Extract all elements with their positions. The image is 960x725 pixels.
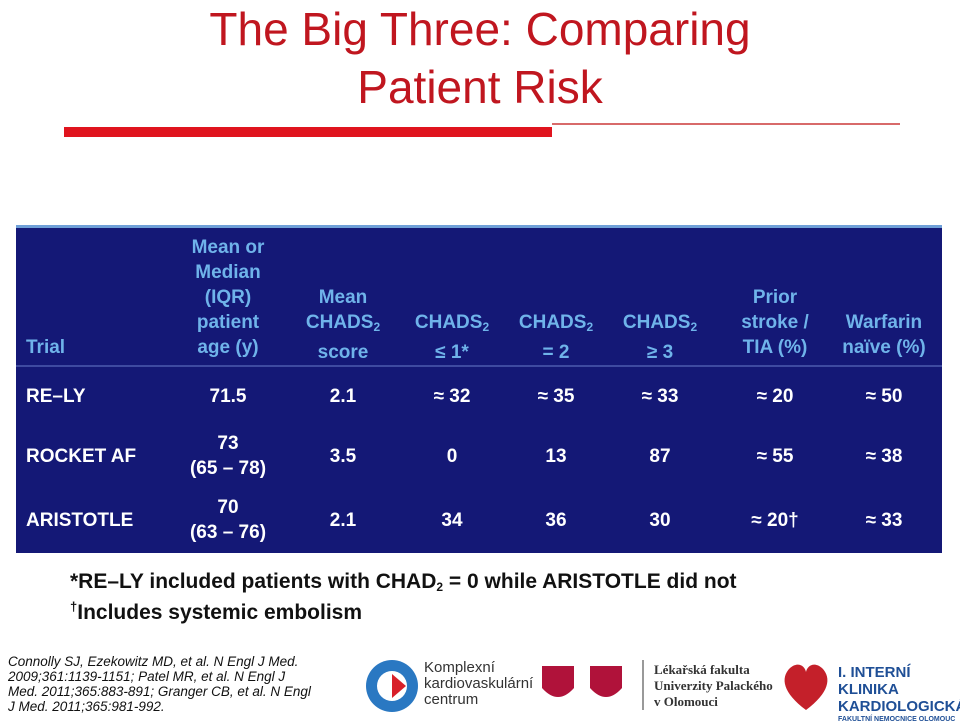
logo-line: FAKULTNÍ NEMOCNICE OLOMOUC [838,716,956,723]
kkc-logo [366,660,418,712]
header-cell: Mean or Median (IQR) patient age (y) [192,235,265,360]
footnote: *RE–LY included patients with CHAD2 = 0 … [70,570,737,594]
header-line: CHADS2 [306,310,380,340]
footnote-text: *RE–LY included patients with CHAD [70,570,437,593]
table-cell: ≈ 20† [751,510,799,531]
title-rule [552,123,900,125]
header-line: score [317,342,369,363]
footnote: †Includes systemic embolism [70,599,362,625]
header-line: stroke / [741,312,809,333]
header-cell: CHADS2 ≥ 3 [623,310,697,365]
data-table: Trial Mean or Median (IQR) patient age (y) Mea… [16,225,942,553]
header-cell: Trial [26,335,65,360]
klinika-logo [784,664,828,710]
header-line: (IQR) [204,287,252,308]
table-cell: 36 [545,510,567,531]
table-cell: ≈ 50 [865,386,903,407]
table-cell: 13 [545,446,567,467]
header-sub: 2 [373,320,381,334]
header-line: = 2 [542,342,570,363]
table-cell: 2.1 [329,510,357,531]
header-line: Mean or [191,237,265,258]
header-line: ≤ 1* [435,342,469,363]
table-cell: 30 [649,510,671,531]
header-text: CHADS [414,312,483,333]
reference-line: 2009;361:1139-1151; Patel MR, et al. N E… [8,669,286,684]
table-cell: 0 [446,446,458,467]
cell-line: (65 – 78) [189,458,267,479]
table-cell: 70 (63 – 76) [190,495,266,545]
table-cell: 34 [441,510,463,531]
references: Connolly SJ, Ezekowitz MD, et al. N Engl… [8,654,311,714]
table-cell: ≈ 33 [865,510,903,531]
header-line: CHADS2 [415,310,489,340]
university-logos [542,666,622,697]
cell-line: 73 [217,433,239,454]
table-cell: 71.5 [209,386,247,407]
klinika-text: I. INTERNÍ KLINIKA KARDIOLOGICKÁ FAKULTN… [838,664,960,725]
reference-line: Connolly SJ, Ezekowitz MD, et al. N Engl… [8,654,299,669]
table-cell: ≈ 32 [433,386,471,407]
table-cell: 2.1 [329,386,357,407]
header-cell: CHADS2 ≤ 1* [415,310,489,365]
logo-line: kardiovaskulární [424,675,534,692]
header-cell: Warfarin naïve (%) [842,310,925,360]
header-cell: Mean CHADS2 score [306,285,380,365]
table-cell: 3.5 [329,446,357,467]
header-line: CHADS2 [623,310,697,340]
logo-line: centrum [424,691,479,708]
divider [642,660,644,710]
cell-line: (63 – 76) [189,522,267,543]
header-line: ≥ 3 [646,342,674,363]
table-cell: ROCKET AF [26,446,137,467]
table-cell: ≈ 55 [756,446,794,467]
footnote-text: Includes systemic embolism [77,601,363,624]
header-text: CHADS [518,312,587,333]
header-line: Prior [752,287,798,308]
header-sub: 2 [586,320,594,334]
header-sub: 2 [690,320,698,334]
table-cell: 87 [649,446,671,467]
header-cell: Prior stroke / TIA (%) [741,285,809,360]
footnote-text: = 0 while ARISTOTLE did not [443,570,737,593]
header-line: TIA (%) [742,337,808,358]
header-text: CHADS [305,312,374,333]
logo-line: Komplexní [424,659,495,676]
logo-line: v Olomouci [654,694,718,709]
header-cell: CHADS2 = 2 [519,310,593,365]
header-line: Mean [318,287,368,308]
header-line: CHADS2 [519,310,593,340]
header-sub: 2 [482,320,490,334]
table-cell: ≈ 35 [537,386,575,407]
table-cell: 73 (65 – 78) [190,431,266,481]
title-line: The Big Three: Comparing [209,3,751,55]
header-line: Warfarin [845,312,923,333]
table-cell: ≈ 20 [756,386,794,407]
reference-line: Med. 2011;365:883-891; Granger CB, et al… [8,684,311,699]
header-line: patient [196,312,260,333]
logo-line: I. INTERNÍ KLINIKA [838,664,911,698]
reference-line: J Med. 2011;365:981-992. [8,699,165,714]
header-rule [16,365,942,367]
table-cell: ≈ 33 [641,386,679,407]
logo-line: Univerzity Palackého [654,678,773,693]
logo-line: KARDIOLOGICKÁ [838,698,960,715]
cell-line: 70 [217,497,239,518]
footnote-sub: 2 [436,580,444,594]
header-line: Trial [26,337,66,358]
logo-line: Lékařská fakulta [654,662,750,677]
lf-text: Lékařská fakulta Univerzity Palackého v … [654,662,773,710]
header-line: naïve (%) [842,337,926,358]
table-cell: ARISTOTLE [26,510,134,531]
table-cell: ≈ 38 [865,446,903,467]
header-text: CHADS [622,312,691,333]
footnote-mark: † [70,599,78,614]
kkc-text: Komplexní kardiovaskulární centrum [424,660,533,708]
header-line: Median [195,262,261,283]
title-line: Patient Risk [357,61,603,113]
table-cell: RE–LY [26,386,86,407]
header-line: age (y) [197,337,259,358]
title-bar [64,127,552,137]
